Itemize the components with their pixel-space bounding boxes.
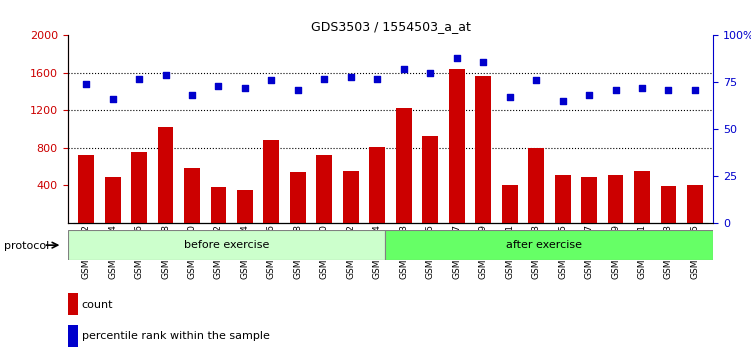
Bar [210,187,226,223]
Text: before exercise: before exercise [184,240,269,250]
Bar [104,177,120,223]
Bar [396,108,412,223]
Point [159,72,171,78]
Point [556,98,569,104]
Bar [608,175,623,223]
Text: protocol: protocol [4,241,49,251]
Text: percentile rank within the sample: percentile rank within the sample [82,331,270,342]
Bar [184,168,200,223]
Point [477,59,489,64]
Point [610,87,622,93]
Point [424,70,436,76]
Bar [290,172,306,223]
Text: count: count [82,299,113,310]
Point [292,87,304,93]
Point [371,76,383,81]
Point [398,66,410,72]
Bar [369,147,385,223]
Point [451,55,463,61]
Point [80,81,92,87]
Bar [158,127,173,223]
Bar [687,185,703,223]
Bar [385,230,713,260]
Bar [661,187,677,223]
Bar [475,76,491,223]
Point [662,87,674,93]
Bar [502,185,517,223]
Point [239,85,251,91]
Point [186,93,198,98]
Bar [422,136,438,223]
Point [504,95,516,100]
Point [689,87,701,93]
Point [265,78,277,83]
Bar [78,155,94,223]
Bar [555,175,571,223]
Bar [131,152,147,223]
Bar [316,155,332,223]
Point [636,85,648,91]
Bar [449,69,465,223]
Bar [68,230,385,260]
Point [530,78,542,83]
Bar [68,325,78,347]
Title: GDS3503 / 1554503_a_at: GDS3503 / 1554503_a_at [311,20,470,33]
Bar [528,148,544,223]
Bar [237,190,253,223]
Bar [264,139,279,223]
Bar [634,171,650,223]
Point [133,76,145,81]
Point [345,74,357,80]
Bar [581,177,597,223]
Bar [68,293,78,315]
Text: after exercise: after exercise [506,240,582,250]
Bar [343,171,359,223]
Point [213,83,225,89]
Point [318,76,330,81]
Point [107,96,119,102]
Point [583,93,595,98]
